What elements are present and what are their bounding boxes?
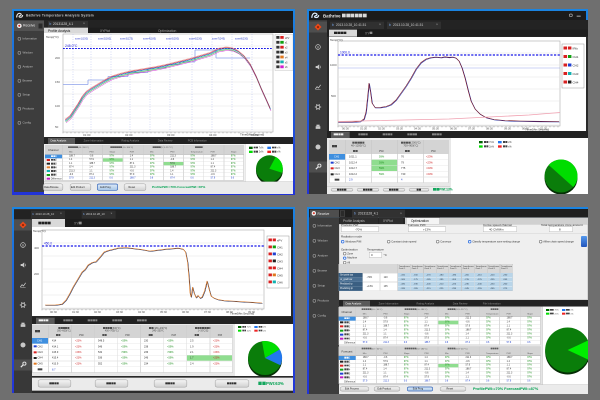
svg-text:Time(Min:Second): Time(Min:Second): [230, 311, 254, 315]
svg-text:00:30: 00:30: [522, 126, 529, 130]
svg-text:245.0°C: 245.0°C: [65, 44, 78, 48]
svg-text:03:30: 03:30: [396, 126, 403, 130]
svg-text:01:00: 01:00: [83, 133, 91, 137]
svg-text:s2: s2: [285, 47, 288, 50]
svg-text:1000.0: 1000.0: [340, 50, 350, 54]
svg-text:09:30: 09:30: [248, 310, 255, 314]
svg-text:02:30: 02:30: [94, 310, 101, 314]
svg-text:200: 200: [34, 272, 39, 276]
svg-text:sPV: sPV: [285, 37, 290, 40]
svg-text:CH4: CH4: [572, 80, 578, 84]
svg-text:CH1: CH1: [572, 55, 578, 59]
svg-text:s1: s1: [285, 42, 288, 45]
svg-text:08:30: 08:30: [486, 126, 493, 130]
svg-text:500: 500: [331, 94, 336, 98]
svg-text:zone3(175): zone3(175): [120, 36, 133, 40]
svg-text:s5: s5: [285, 61, 288, 64]
svg-text:1000: 1000: [330, 63, 337, 67]
svg-text:zone1(150): zone1(150): [75, 36, 88, 40]
svg-text:CH4: CH4: [277, 266, 283, 270]
svg-text:09:30: 09:30: [504, 126, 511, 130]
svg-text:CH3: CH3: [277, 259, 283, 263]
svg-text:Temp(°C): Temp(°C): [33, 229, 46, 233]
svg-text:07:30: 07:30: [468, 126, 475, 130]
svg-text:zone7(245): zone7(245): [212, 36, 225, 40]
svg-text:07:30: 07:30: [204, 310, 211, 314]
svg-text:05:00: 05:00: [251, 133, 259, 137]
svg-text:zone8(230): zone8(230): [235, 36, 248, 40]
svg-text:s4: s4: [285, 56, 288, 59]
svg-text:CH3: CH3: [572, 72, 578, 76]
svg-text:00:30: 00:30: [50, 310, 57, 314]
svg-text:400: 400: [34, 246, 39, 250]
svg-text:05:30: 05:30: [432, 126, 439, 130]
svg-text:100: 100: [55, 104, 60, 108]
svg-text:50: 50: [55, 125, 59, 129]
svg-text:IRfo: IRfo: [572, 46, 578, 50]
svg-text:06:30: 06:30: [450, 126, 457, 130]
svg-text:01:30: 01:30: [540, 126, 547, 130]
svg-text:CH5: CH5: [277, 273, 283, 277]
svg-text:CH2: CH2: [572, 63, 578, 67]
svg-text:Time(Min:Second): Time(Min:Second): [525, 127, 549, 130]
svg-text:05:30: 05:30: [160, 310, 167, 314]
svg-text:01:30: 01:30: [360, 126, 367, 130]
svg-text:01:30: 01:30: [72, 310, 79, 314]
svg-text:02:30: 02:30: [378, 126, 385, 130]
svg-text:06:30: 06:30: [182, 310, 189, 314]
svg-text:s3: s3: [285, 51, 288, 54]
svg-text:zone5(200): zone5(200): [166, 36, 179, 40]
svg-text:150: 150: [55, 80, 60, 84]
svg-text:Temp(°C): Temp(°C): [46, 35, 59, 39]
svg-text:450.0: 450.0: [44, 241, 52, 245]
svg-text:04:30: 04:30: [138, 310, 145, 314]
svg-text:200: 200: [55, 56, 60, 60]
svg-text:sPV: sPV: [277, 238, 282, 242]
svg-text:CH6: CH6: [277, 280, 283, 284]
svg-text:CH2: CH2: [277, 252, 283, 256]
svg-text:Temp(°C): Temp(°C): [330, 38, 343, 42]
svg-text:00:30: 00:30: [342, 126, 349, 130]
svg-text:03:00: 03:00: [167, 133, 175, 137]
svg-text:zone6(230): zone6(230): [189, 36, 202, 40]
svg-text:zone4(185): zone4(185): [143, 36, 156, 40]
svg-text:CH1: CH1: [277, 245, 283, 249]
svg-text:zone2(160): zone2(160): [98, 36, 111, 40]
svg-text:02:00: 02:00: [125, 133, 133, 137]
svg-text:04:00: 04:00: [209, 133, 217, 137]
svg-text:03:30: 03:30: [116, 310, 123, 314]
svg-text:Time(Min:Second): Time(Min:Second): [240, 133, 264, 137]
svg-text:s6: s6: [285, 66, 288, 69]
svg-text:08:30: 08:30: [226, 310, 233, 314]
svg-text:04:30: 04:30: [414, 126, 421, 130]
